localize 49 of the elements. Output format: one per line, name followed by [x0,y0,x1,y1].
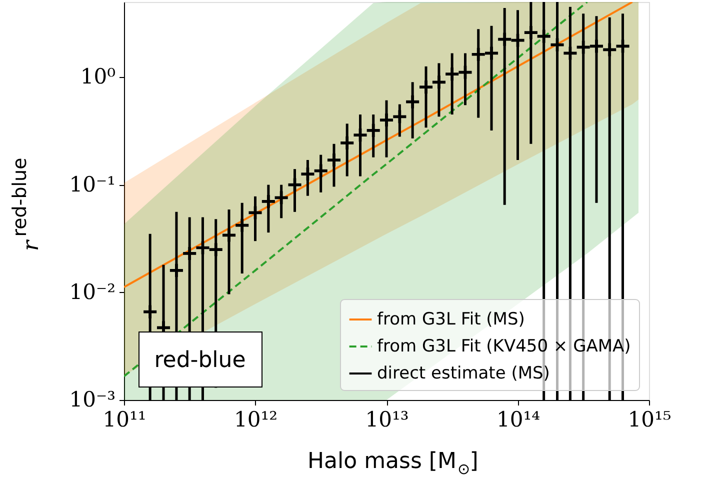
point [274,191,288,204]
y-tick-label: 10⁰ [80,64,116,89]
point [616,40,630,53]
point [222,228,236,242]
point [432,76,446,89]
point [209,243,222,256]
point [366,124,380,137]
point [576,40,590,54]
point [564,46,577,60]
point [458,66,472,79]
point [196,241,210,254]
point [314,164,328,178]
point [301,167,314,181]
point [393,110,406,124]
point [524,26,538,40]
annotation: red-blue [154,348,246,373]
x-tick-label: 10¹² [234,408,278,432]
point [537,30,550,43]
point [236,218,249,232]
point [603,43,616,56]
point [498,32,512,46]
x-tick-label: 10¹⁵ [628,408,672,432]
y-tick-label: 10⁻¹ [69,172,116,196]
point [354,128,367,142]
x-tick-label: 10¹³ [365,408,409,432]
legend-label: from G3L Fit (KV450 × GAMA) [377,336,631,356]
point [183,246,196,260]
point [248,206,262,220]
point [446,68,459,81]
x-tick-label: 10¹⁴ [496,408,540,432]
point [170,264,183,277]
point [288,178,302,192]
point [380,114,394,127]
point [511,34,524,47]
point [262,194,275,208]
point [550,38,564,52]
point [144,305,157,318]
point [327,153,341,167]
point [590,40,604,53]
point [406,95,420,108]
y-axis-title: rred-blue [9,158,44,251]
legend-label: from G3L Fit (MS) [377,310,525,330]
legend-label: direct estimate (MS) [377,364,550,384]
y-tick-label: 10⁻² [69,280,116,304]
x-axis-title: Halo mass [M⊙] [308,449,478,478]
point [419,80,433,94]
point [340,136,354,150]
point [472,48,485,61]
point [484,46,498,60]
